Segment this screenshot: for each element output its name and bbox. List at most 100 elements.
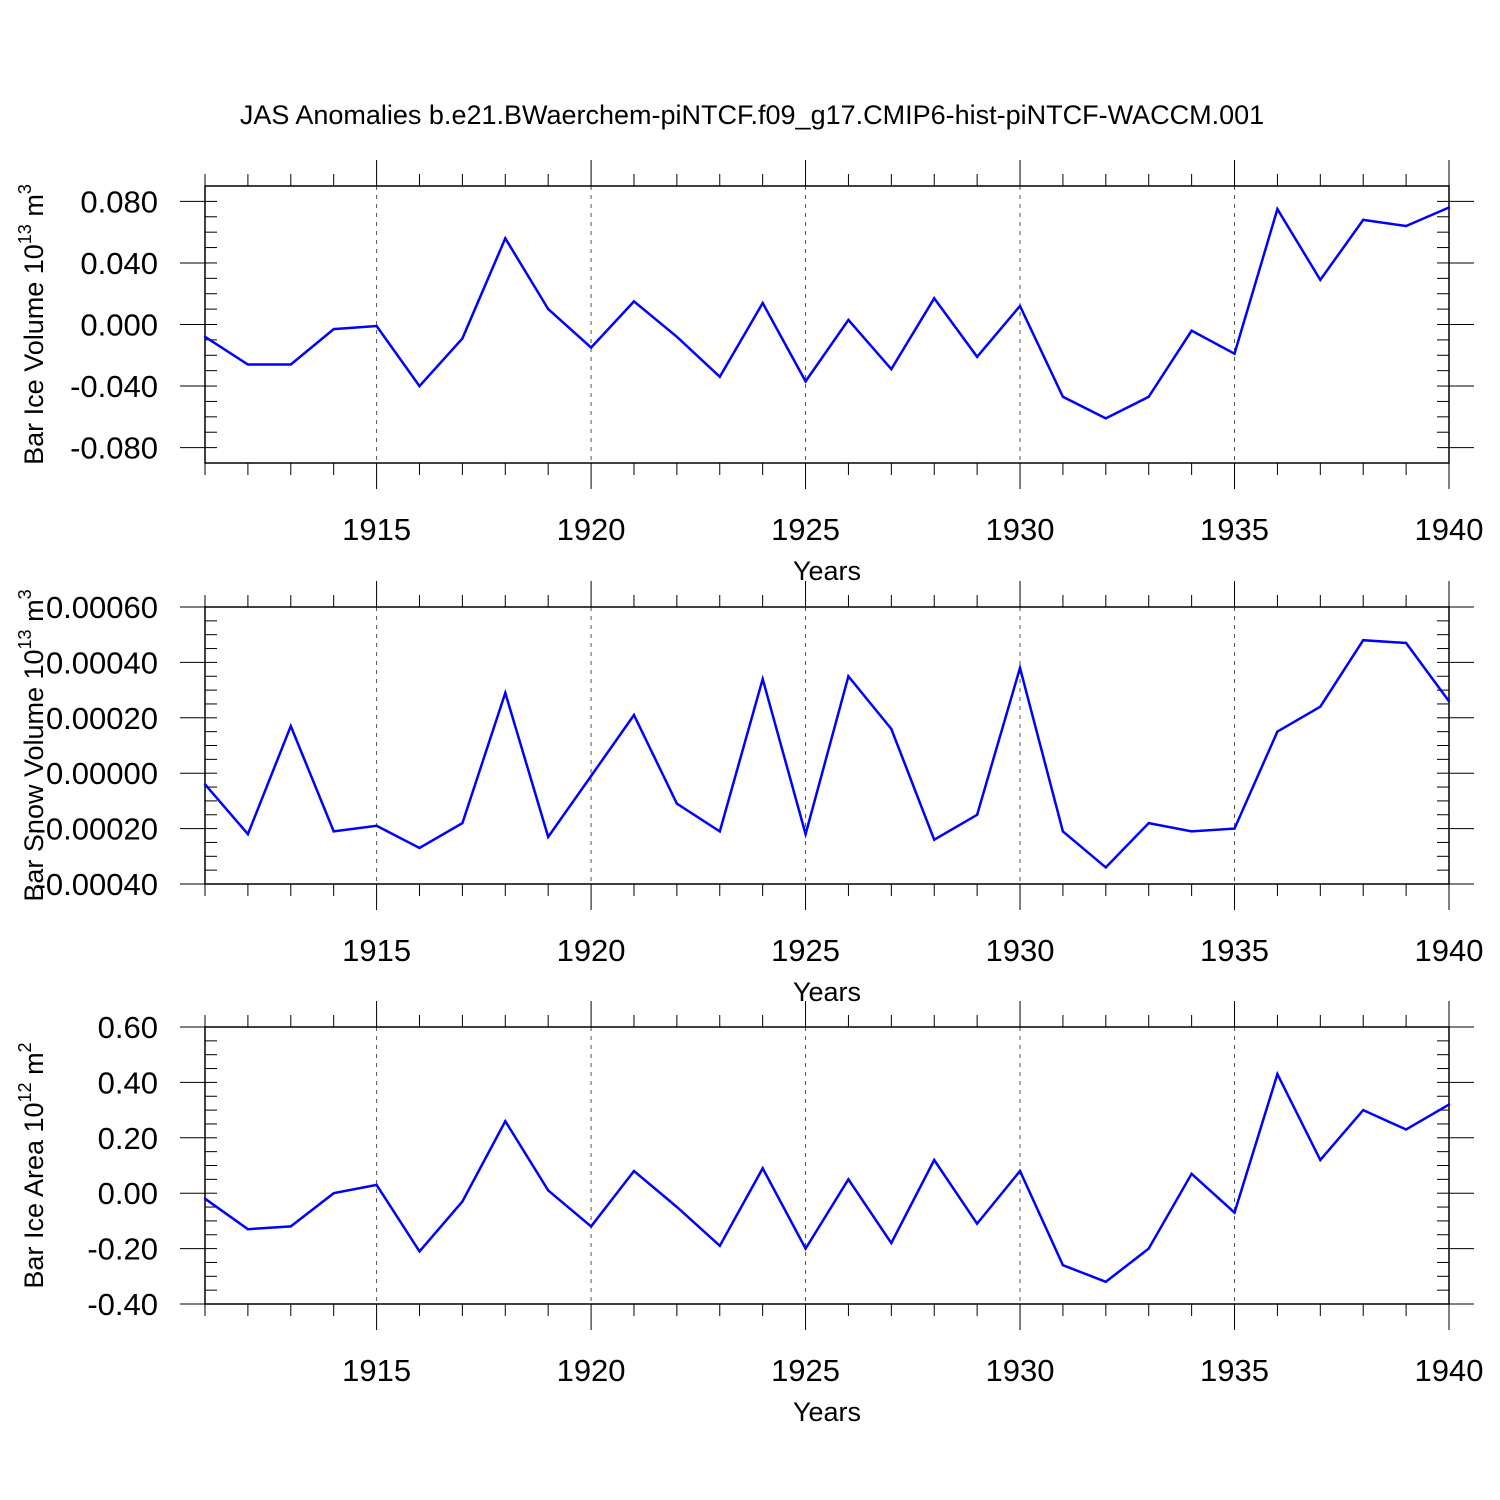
data-point [375,324,378,328]
data-point [804,832,807,836]
x-tick-label: 1940 [1415,512,1484,547]
y-tick-label: 0.080 [80,184,158,219]
y-tick-label: 0.60 [98,1010,158,1045]
data-point [804,1247,807,1250]
data-point [418,384,421,388]
data-point [375,824,378,828]
y-axis-label-superscript: 2 [15,1042,35,1052]
data-point [675,1205,679,1209]
data-point [1319,705,1322,708]
y-tick-label: 0.000 [80,308,158,343]
data-point [1061,1264,1065,1267]
chart-panel-1: -0.080 -0.040 0.000 0.040 0.080 1915 1920 1925 1… [15,160,1483,586]
data-point [632,1169,636,1173]
data-point [632,300,636,303]
y-axis-label-text: m [19,1052,49,1082]
y-tick-label: -0.20 [87,1232,158,1267]
y-axis-label-text: m [19,194,49,224]
data-point [461,337,464,340]
data-point [675,335,679,339]
data-point [289,363,292,366]
x-tick-label: 1925 [771,512,840,547]
x-tick-label: 1915 [342,1353,411,1388]
y-tick-label: 0.00020 [46,701,158,736]
data-point [504,237,507,240]
y-tick-label: 0.00060 [46,590,158,625]
data-point [375,1183,378,1187]
data-point [546,1189,550,1192]
data-point [847,675,850,678]
data-point [418,846,421,850]
x-tick-label: 1920 [557,933,626,968]
data-point [718,830,721,833]
y-axis-label-text: m [19,599,49,629]
series-line [204,638,1451,870]
data-point [632,713,636,717]
x-axis-label: Years [793,1397,861,1427]
data-point [1319,278,1322,282]
x-axis-label: Years [793,977,861,1007]
data-point [203,783,207,786]
data-point [504,691,507,695]
series-line [204,1070,1450,1284]
data-point [1104,1280,1108,1284]
data-point [718,375,721,379]
data-point [890,1241,893,1245]
data-point [933,1158,936,1162]
y-tick-label: -0.00020 [36,812,158,847]
data-point [804,380,807,383]
data-point [761,677,764,681]
data-point [332,830,335,833]
x-tick-label: 1935 [1200,933,1269,968]
data-point [1061,395,1065,399]
y-axis-label-superscript: 13 [15,224,35,244]
y-tick-label: 0.40 [98,1065,158,1100]
data-point [1404,1128,1408,1131]
data-point [546,307,550,311]
series-line [204,206,1450,420]
data-point [1276,207,1279,211]
data-point [1447,206,1451,209]
data-point [761,1167,764,1170]
panels-container: -0.080 -0.040 0.000 0.040 0.080 1915 1920 1925 1… [15,160,1483,1427]
data-point [332,1192,335,1195]
y-tick-label: -0.40 [87,1287,158,1322]
data-point [1190,1172,1193,1176]
data-point [847,1178,850,1181]
data-point [1018,1169,1022,1173]
data-point [1147,821,1150,825]
data-point [847,318,850,322]
y-tick-label: 0.20 [98,1121,158,1156]
y-axis-label-superscript: 3 [15,589,35,599]
data-point [975,813,979,816]
data-point [1018,666,1022,670]
data-point [418,1250,421,1253]
data-point [1276,730,1279,733]
y-tick-label: -0.040 [70,369,158,404]
data-point [1018,304,1022,308]
x-tick-label: 1925 [771,933,840,968]
data-point [1362,218,1365,222]
data-point [1404,224,1408,228]
y-axis-label-superscript: 12 [15,1082,35,1102]
y-axis-label: Bar Ice Area 1012 m2 [15,1042,49,1288]
data-point [203,335,207,339]
chart-panel-3: -0.40 -0.20 0.00 0.20 0.40 0.60 1915 1920 1925 19… [15,1001,1483,1427]
data-point [1447,1103,1451,1106]
data-point [289,1225,292,1228]
y-tick-label: 0.00000 [46,756,158,791]
y-axis-label-text: Bar Ice Volume 10 [19,244,49,465]
x-tick-label: 1930 [986,933,1055,968]
data-point [1061,830,1065,833]
data-point [1233,827,1236,830]
x-tick-label: 1930 [986,1353,1055,1388]
x-tick-label: 1920 [557,512,626,547]
y-axis-label: Bar Snow Volume 1013 m3 [15,589,49,901]
data-point [1233,352,1236,355]
data-point [1104,417,1108,420]
y-axis-label-superscript: 13 [15,629,35,649]
data-point [246,1228,250,1231]
x-tick-label: 1915 [342,933,411,968]
